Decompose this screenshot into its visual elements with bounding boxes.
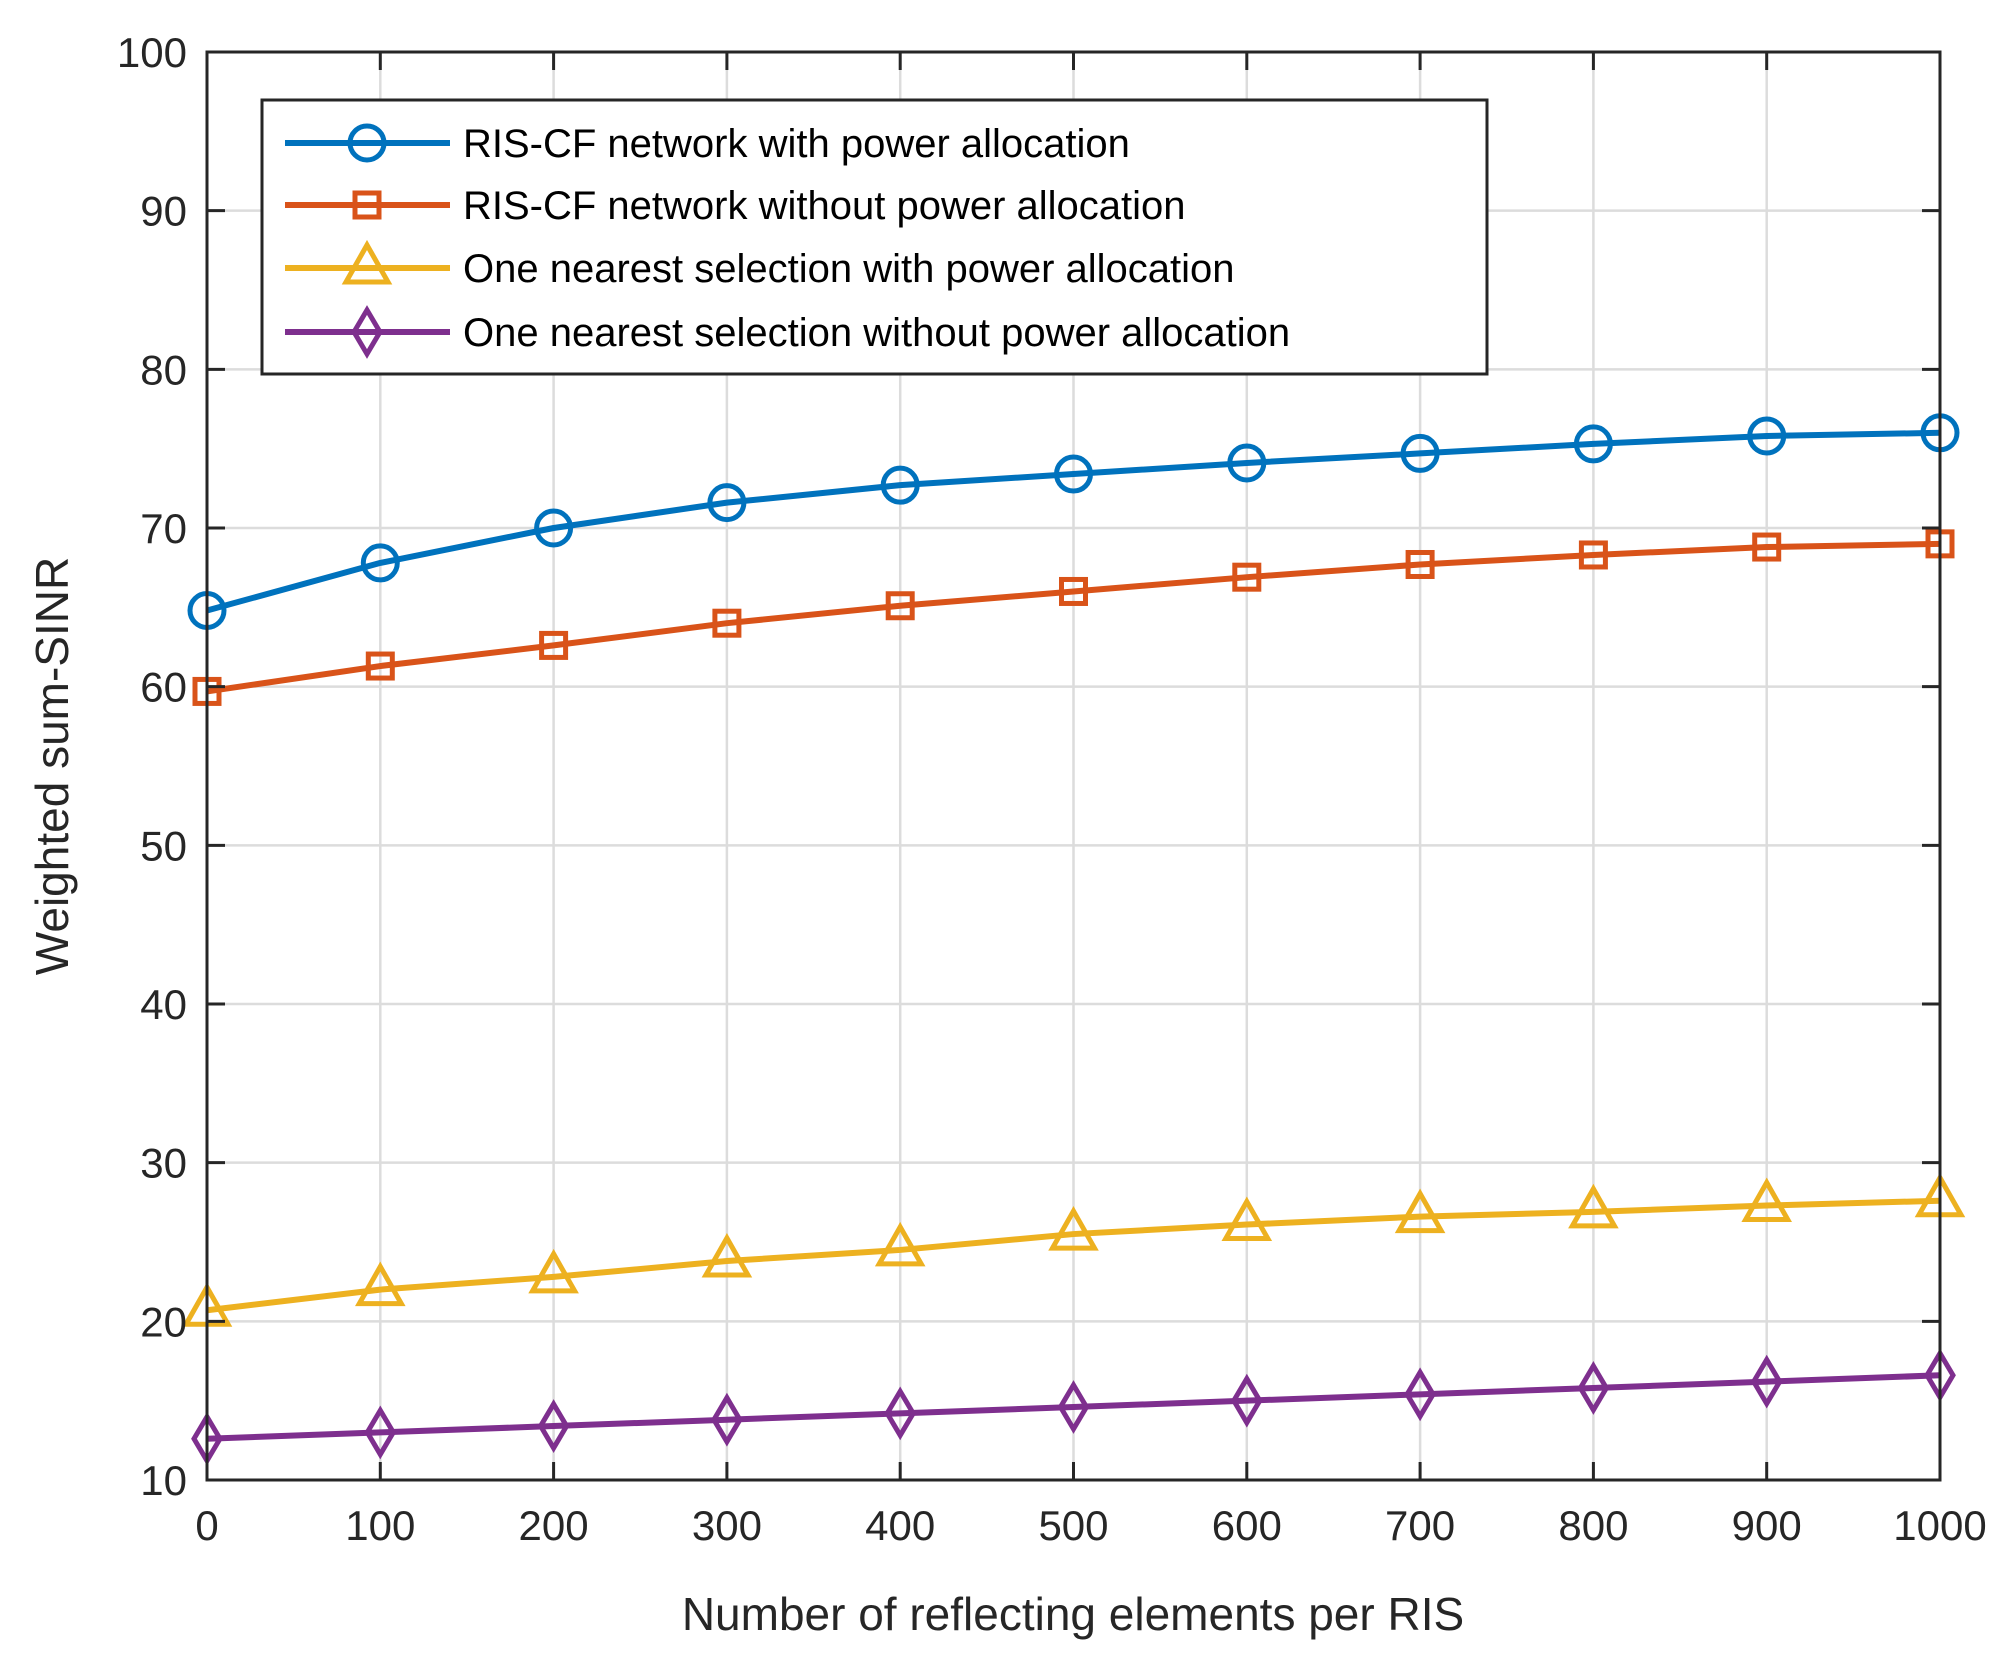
y-tick-label: 50	[140, 822, 187, 869]
legend-marker-4	[351, 305, 383, 359]
series-4-point	[1230, 1373, 1263, 1428]
legend: RIS-CF network with power allocation RIS-…	[260, 98, 1489, 376]
series-1-point	[1400, 433, 1440, 473]
series-1-point	[534, 508, 574, 548]
series-4-point	[710, 1392, 743, 1447]
series-2-point	[1405, 549, 1435, 579]
series-1-point	[1747, 416, 1787, 456]
legend-marker-3	[341, 239, 393, 285]
series-2-point	[1752, 532, 1782, 562]
series-line-2	[206, 540, 1941, 695]
series-2-point	[1232, 562, 1262, 592]
series-line-1	[206, 429, 1941, 614]
x-tick-label: 200	[519, 1502, 589, 1549]
x-tick-label: 500	[1038, 1502, 1108, 1549]
series-4-point	[1057, 1380, 1090, 1434]
series-3-point	[1048, 1206, 1099, 1251]
series-3-point	[1741, 1177, 1792, 1223]
series-1-point	[707, 483, 747, 523]
x-tick-label: 600	[1212, 1502, 1282, 1549]
series-4-point	[1577, 1361, 1610, 1415]
x-tick-label: 300	[692, 1502, 762, 1549]
x-tick-label: 1000	[1893, 1502, 1986, 1549]
series-4-point	[884, 1386, 917, 1441]
x-tick-label: 400	[865, 1502, 935, 1549]
x-tick-label: 700	[1385, 1502, 1455, 1549]
series-line-4	[206, 1372, 1941, 1442]
y-tick-label: 60	[140, 664, 187, 711]
series-2-point	[539, 630, 569, 660]
y-tick-label: 20	[140, 1298, 187, 1345]
legend-label-4: One nearest selection without power allo…	[463, 311, 1290, 355]
series-4-point	[364, 1405, 397, 1460]
series-3-point	[701, 1232, 753, 1278]
series-3-point	[528, 1248, 579, 1294]
series-1-point	[1573, 424, 1613, 464]
y-tick-label: 40	[140, 981, 187, 1028]
series-1-point	[1227, 443, 1267, 483]
series-3-point	[355, 1261, 406, 1307]
series-3-point	[874, 1221, 926, 1267]
series-2-point	[1578, 540, 1608, 570]
legend-label-2: RIS-CF network without power allocation	[463, 184, 1186, 228]
series-lines	[206, 429, 1941, 1442]
plot-frame	[205, 50, 1942, 1482]
series-4-point	[1750, 1354, 1783, 1409]
y-tick-label: 30	[140, 1140, 187, 1187]
x-tick-label: 0	[195, 1502, 218, 1549]
legend-label-3: One nearest selection with power allocat…	[463, 247, 1235, 291]
y-tick-label: 90	[140, 188, 187, 235]
y-tick-label: 70	[140, 505, 187, 552]
series-3-point	[1221, 1196, 1273, 1242]
series-2-point	[712, 608, 742, 638]
legend-label-1: RIS-CF network with power allocation	[463, 122, 1130, 166]
y-tick-label: 10	[140, 1457, 187, 1504]
series-4-point	[1404, 1367, 1437, 1422]
series-line-3	[206, 1197, 1941, 1314]
y-tick-label: 100	[117, 29, 187, 76]
y-axis-title: Weighted sum-SINR	[26, 557, 78, 975]
series-2-point	[1059, 576, 1088, 606]
series-2-point	[365, 651, 395, 681]
series-1-point	[1054, 454, 1093, 494]
x-tick-label: 100	[345, 1502, 415, 1549]
legend-marker-2	[352, 190, 382, 220]
series-1-point	[880, 465, 920, 505]
series-2-point	[885, 591, 915, 621]
x-tick-label: 900	[1732, 1502, 1802, 1549]
series-1-point	[360, 543, 400, 583]
y-tick-label: 80	[140, 346, 187, 393]
series-4-point	[537, 1399, 570, 1453]
series-3-point	[1394, 1188, 1446, 1234]
tick-labels: 0 100 200 300 400 500 600 700 800 900 1000 10 20 30 40…	[117, 29, 1987, 1549]
series-3-point	[1568, 1183, 1619, 1229]
legend-box	[260, 98, 1489, 376]
x-axis-title: Number of reflecting elements per RIS	[682, 1588, 1464, 1640]
x-tick-label: 800	[1558, 1502, 1628, 1549]
legend-marker-1	[347, 123, 387, 163]
